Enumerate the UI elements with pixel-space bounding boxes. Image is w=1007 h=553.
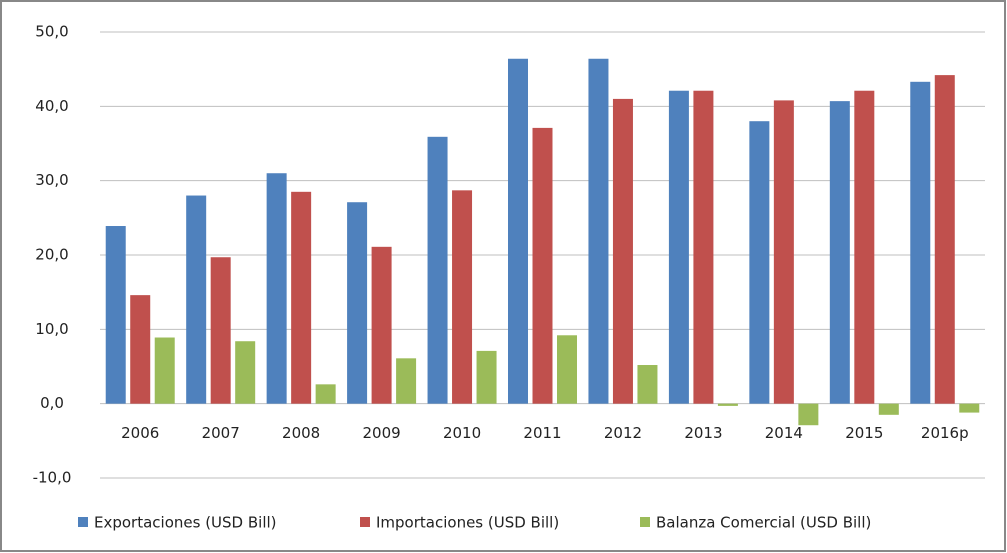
y-tick-label: 0,0 — [40, 394, 64, 412]
x-tick-label: 2012 — [604, 424, 642, 442]
legend-swatch — [360, 517, 370, 527]
bar — [154, 337, 175, 404]
bar — [186, 195, 207, 404]
y-tick-label: 10,0 — [35, 320, 68, 338]
legend-label: Balanza Comercial (USD Bill) — [656, 514, 871, 532]
bar — [717, 403, 738, 406]
x-tick-label: 2014 — [765, 424, 803, 442]
bar — [347, 202, 368, 404]
legend-label: Importaciones (USD Bill) — [376, 514, 559, 532]
bar — [588, 58, 609, 404]
y-tick-label: 40,0 — [35, 97, 68, 115]
bar — [910, 81, 931, 404]
bar — [396, 358, 417, 404]
x-tick-label: 2013 — [684, 424, 722, 442]
bar — [130, 295, 151, 404]
x-tick-label: 2007 — [202, 424, 240, 442]
bar — [637, 365, 658, 404]
bar — [476, 350, 497, 404]
bar — [291, 191, 312, 404]
y-tick-label: 30,0 — [35, 171, 68, 189]
bar — [959, 403, 980, 413]
bar — [105, 226, 126, 404]
bar — [315, 384, 336, 404]
x-tick-label: 2016p — [921, 424, 969, 442]
legend-label: Exportaciones (USD Bill) — [94, 514, 277, 532]
legend-swatch — [78, 517, 88, 527]
y-tick-label: 50,0 — [35, 23, 68, 41]
bar — [829, 101, 850, 404]
x-tick-label: 2011 — [523, 424, 561, 442]
bar — [749, 121, 770, 404]
legend-swatch — [640, 517, 650, 527]
y-tick-label: -10,0 — [33, 469, 72, 487]
x-tick-label: 2009 — [362, 424, 400, 442]
bar — [773, 100, 794, 404]
bar — [235, 341, 256, 404]
bar — [427, 136, 448, 404]
x-tick-label: 2006 — [121, 424, 159, 442]
bar — [668, 90, 689, 404]
bar — [693, 90, 714, 404]
bar — [266, 173, 287, 404]
bar — [508, 58, 528, 404]
bar — [557, 335, 577, 404]
x-tick-label: 2010 — [443, 424, 481, 442]
bar — [371, 246, 392, 404]
bar — [934, 75, 955, 404]
bar — [612, 98, 633, 404]
bar — [210, 257, 231, 404]
bar — [798, 403, 819, 426]
bar — [878, 403, 899, 415]
bar — [532, 127, 553, 404]
x-tick-label: 2008 — [282, 424, 320, 442]
bar — [854, 90, 875, 404]
x-tick-label: 2015 — [845, 424, 883, 442]
y-tick-label: 20,0 — [35, 246, 68, 264]
bar — [452, 190, 473, 404]
